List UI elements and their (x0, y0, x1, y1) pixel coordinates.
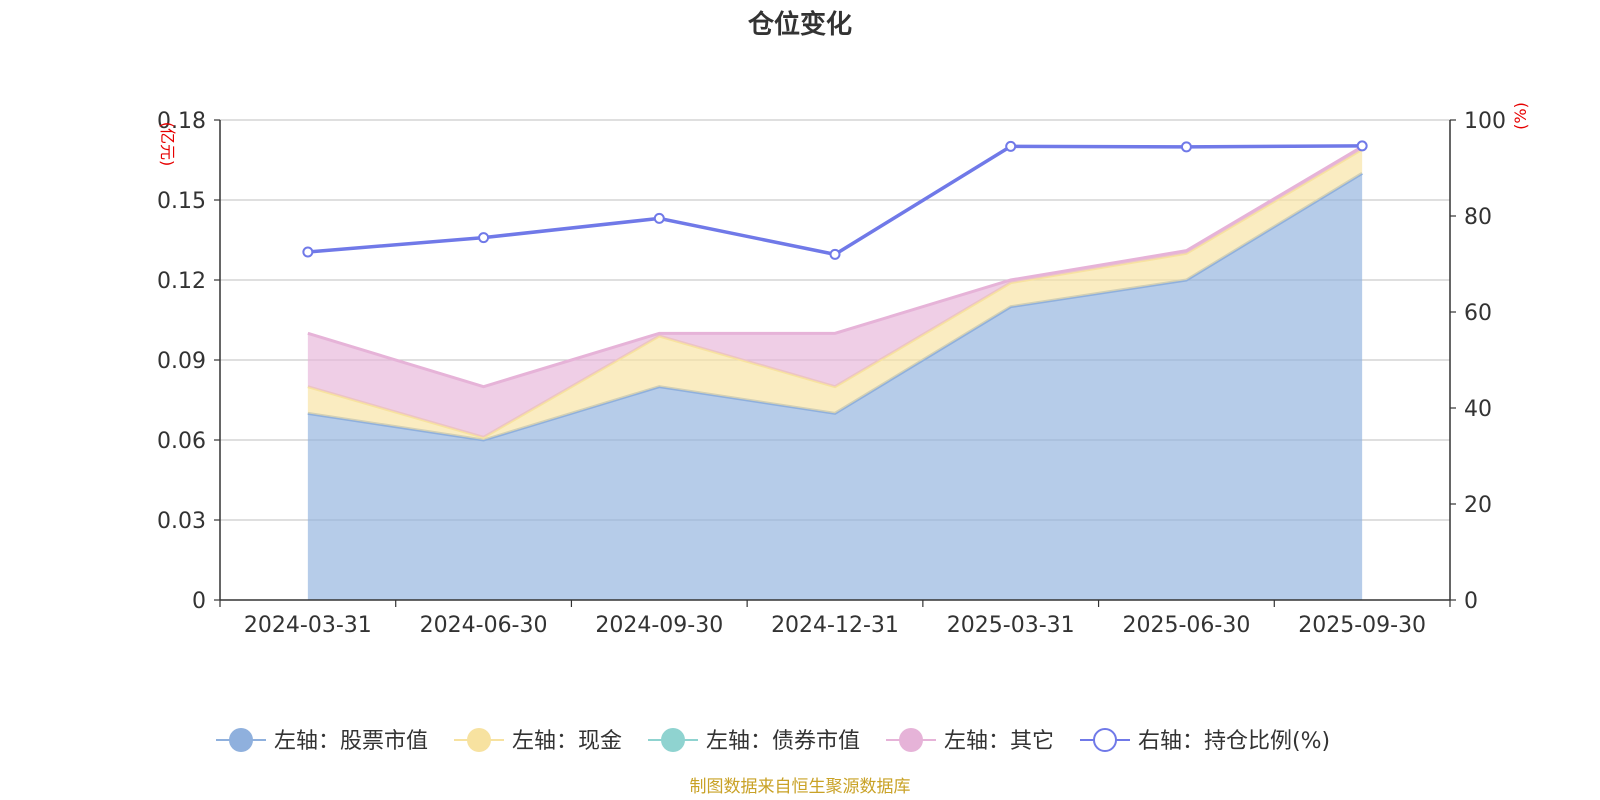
left-axis-name: (亿元) (158, 122, 177, 167)
x-tick-label: 2024-06-30 (420, 613, 548, 638)
right-tick-label: 20 (1464, 493, 1492, 518)
ratio-point (653, 212, 665, 224)
ratio-point (1356, 140, 1368, 152)
x-tick-label: 2025-03-31 (947, 613, 1075, 638)
legend-label: 左轴：现金 (512, 729, 622, 754)
legend-item: 左轴：债券市值 (648, 728, 860, 754)
legend-item: 左轴：现金 (454, 728, 622, 754)
ratio-point (1180, 141, 1192, 153)
legend-item: 左轴：股票市值 (216, 728, 428, 754)
ratio-point (829, 248, 841, 260)
x-tick-label: 2024-12-31 (771, 613, 899, 638)
chart-title: 仓位变化 (747, 9, 852, 40)
area-edge-左轴：其它 (307, 145, 1363, 389)
left-tick-label: 0.03 (157, 509, 206, 534)
x-tick-label: 2025-09-30 (1298, 613, 1426, 638)
ratio-point (478, 232, 490, 244)
area-左轴：其它 (307, 146, 1363, 438)
legend-marker-icon (899, 728, 923, 752)
right-tick-label: 100 (1464, 109, 1506, 134)
legend-marker-icon (467, 728, 491, 752)
stacked-areas (307, 145, 1363, 601)
left-tick-label: 0.18 (157, 109, 206, 134)
left-tick-label: 0.06 (157, 429, 206, 454)
x-tick-label: 2025-06-30 (1122, 613, 1250, 638)
right-tick-label: 0 (1464, 589, 1478, 614)
legend-label: 左轴：债券市值 (706, 729, 860, 754)
legend-marker-icon (1093, 728, 1117, 752)
right-tick-label: 60 (1464, 301, 1492, 326)
right-tick-label: 80 (1464, 205, 1492, 230)
legend-marker-icon (661, 728, 685, 752)
ratio-line-layer (302, 140, 1368, 260)
ratio-point (1005, 140, 1017, 152)
legend-label: 左轴：其它 (944, 729, 1054, 754)
legend-item: 左轴：其它 (886, 728, 1054, 754)
left-tick-label: 0.09 (157, 349, 206, 374)
area-左轴：股票市值 (307, 173, 1363, 601)
legend: 左轴：股票市值 左轴：现金 左轴：债券市值 左轴：其它 右轴：持仓比例(%) (216, 728, 1330, 754)
legend-item: 右轴：持仓比例(%) (1080, 728, 1330, 754)
source-note: 制图数据来自恒生聚源数据库 (690, 777, 911, 797)
left-tick-label: 0.15 (157, 189, 206, 214)
legend-label: 左轴：股票市值 (274, 729, 428, 754)
x-tick-label: 2024-03-31 (244, 613, 372, 638)
ratio-point (302, 246, 314, 258)
left-tick-label: 0.12 (157, 269, 206, 294)
right-axis-name: (%) (1511, 102, 1530, 130)
x-tick-label: 2024-09-30 (595, 613, 723, 638)
legend-label: 右轴：持仓比例(%) (1138, 729, 1330, 754)
legend-marker-icon (229, 728, 253, 752)
left-tick-label: 0 (192, 589, 206, 614)
right-tick-label: 40 (1464, 397, 1492, 422)
axes: 0 0.03 0.06 0.09 0.12 0.15 0.18 0 20 40 60 80 100 202… (157, 109, 1506, 638)
